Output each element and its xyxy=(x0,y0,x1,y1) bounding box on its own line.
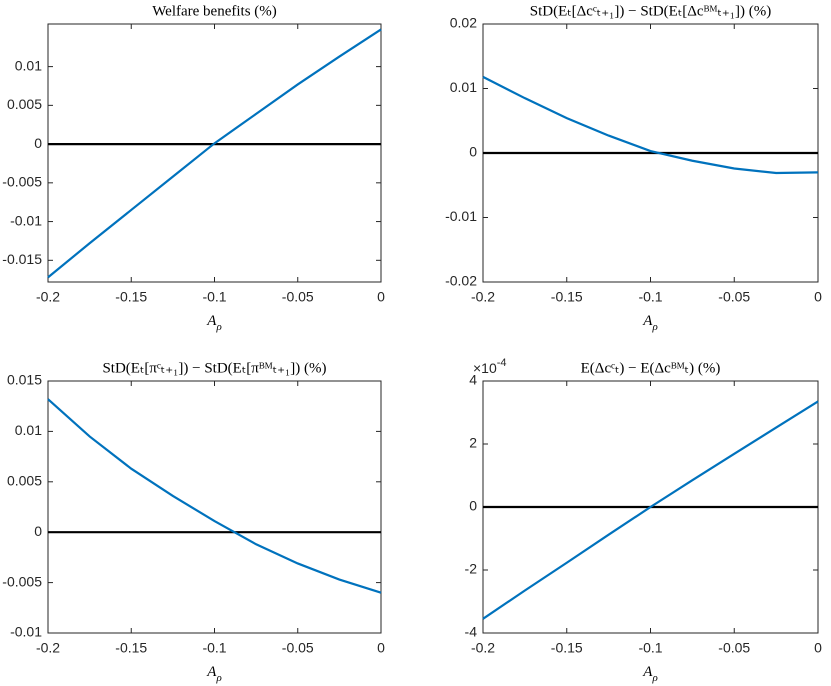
y-tick-label: 0.02 xyxy=(450,15,477,31)
y-tick-label: -0.02 xyxy=(445,273,477,289)
y-tick-label: -0.01 xyxy=(10,212,42,228)
y-tick-label: 0.01 xyxy=(15,57,42,73)
x-label-sub: ρ xyxy=(651,672,657,684)
y-tick-label: -0.01 xyxy=(445,208,477,224)
y-tick-label: 0.005 xyxy=(7,96,42,112)
x-tick-label: -0.2 xyxy=(471,289,495,305)
subplot: -0.01 -0.005 0 0.005 0.01 0.015 -0.2 -0.15 -0.1 -… xyxy=(2,360,385,683)
x-tick-label: -0.15 xyxy=(115,289,147,305)
x-tick-label: -0.15 xyxy=(551,640,583,656)
x-tick-label: -0.1 xyxy=(638,289,662,305)
data-line xyxy=(47,28,382,279)
chart-title: StD(Eₜ[πᶜₜ₊₁]) − StD(Eₜ[πᴮᴹₜ₊₁]) (%) xyxy=(102,360,326,376)
axes-frame xyxy=(47,23,382,283)
x-tick-label: -0.05 xyxy=(282,640,314,656)
x-axis-label: Aρ xyxy=(206,313,221,332)
x-tick-label: -0.1 xyxy=(202,640,226,656)
x-label-sub: ρ xyxy=(215,321,221,333)
x-tick-label: 0 xyxy=(814,289,822,305)
multiplier-base: ×10 xyxy=(473,360,497,376)
data-line xyxy=(47,398,382,594)
y-tick-label: 0.015 xyxy=(7,372,42,388)
y-tick-label: 0 xyxy=(469,498,477,514)
y-tick-label: 0 xyxy=(34,135,42,151)
y-tick-label: 0.01 xyxy=(15,422,42,438)
x-tick-label: -0.1 xyxy=(202,289,226,305)
y-tick-label: -0.005 xyxy=(2,573,42,589)
y-tick-label: -0.005 xyxy=(2,174,42,190)
x-axis-label: Aρ xyxy=(206,664,221,683)
x-tick-label: -0.1 xyxy=(638,640,662,656)
y-tick-label: 0 xyxy=(469,144,477,160)
axes-frame xyxy=(47,380,382,634)
x-tick-label: 0 xyxy=(377,289,385,305)
x-axis-label: Aρ xyxy=(642,313,657,332)
x-label-base: A xyxy=(642,313,653,329)
subplot: -0.02 -0.01 0 0.01 0.02 -0.2 -0.15 -0.1 -0.05 0 St… xyxy=(445,3,822,332)
x-label-base: A xyxy=(642,664,653,680)
y-tick-label: 0.01 xyxy=(450,79,477,95)
y-tick-label: 0.005 xyxy=(7,473,42,489)
x-label-sub: ρ xyxy=(651,321,657,333)
y-tick-label: -0.01 xyxy=(10,624,42,640)
y-tick-label: 0 xyxy=(34,523,42,539)
x-axis-label: Aρ xyxy=(642,664,657,683)
subplot: -0.015 -0.01 -0.005 0 0.005 0.01 -0.2 -0.15 -0.1… xyxy=(2,3,385,332)
chart-title: StD(Eₜ[Δcᶜₜ₊₁]) − StD(Eₜ[Δcᴮᴹₜ₊₁]) (%) xyxy=(530,3,772,19)
x-tick-label: -0.2 xyxy=(36,289,60,305)
x-tick-label: -0.05 xyxy=(282,289,314,305)
y-tick-label: 4 xyxy=(469,372,477,388)
data-line xyxy=(482,400,819,620)
multiplier-exponent: -4 xyxy=(497,357,507,369)
x-label-base: A xyxy=(206,664,217,680)
y-tick-label: -4 xyxy=(465,624,478,640)
y-tick-label: -2 xyxy=(465,561,478,577)
x-tick-label: -0.05 xyxy=(718,640,750,656)
x-tick-label: -0.15 xyxy=(115,640,147,656)
x-tick-label: -0.05 xyxy=(718,289,750,305)
data-line xyxy=(482,75,819,175)
x-tick-label: 0 xyxy=(814,640,822,656)
subplot: -4 -2 0 2 4 -0.2 -0.15 -0.1 -0.05 0 E(Δcᶜₜ) − E(Δc… xyxy=(465,357,823,684)
chart-title: Welfare benefits (%) xyxy=(152,3,277,19)
x-label-sub: ρ xyxy=(215,672,221,684)
x-tick-label: -0.2 xyxy=(36,640,60,656)
x-tick-label: -0.15 xyxy=(551,289,583,305)
axis-multiplier: ×10-4 xyxy=(473,357,507,376)
x-tick-label: -0.2 xyxy=(471,640,495,656)
x-tick-label: 0 xyxy=(377,640,385,656)
x-label-base: A xyxy=(206,313,217,329)
y-tick-label: -0.015 xyxy=(2,251,42,267)
y-tick-label: 2 xyxy=(469,435,477,451)
chart-title: E(Δcᶜₜ) − E(Δcᴮᴹₜ) (%) xyxy=(581,360,721,376)
